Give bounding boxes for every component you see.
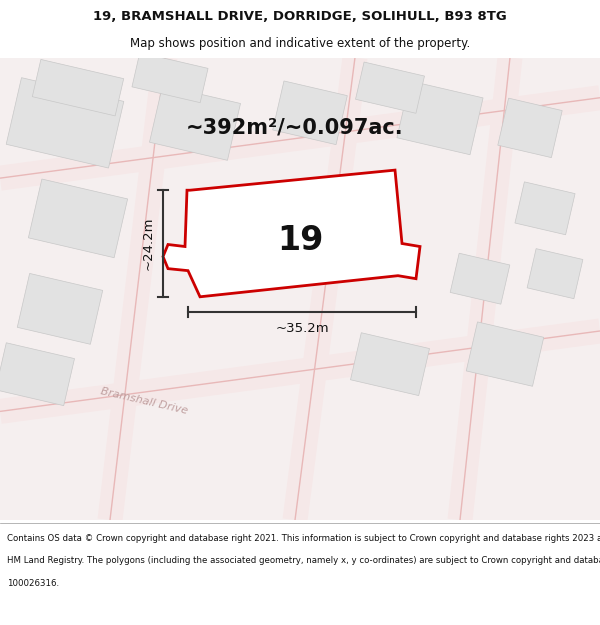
- Polygon shape: [149, 86, 241, 160]
- Text: 100026316.: 100026316.: [7, 579, 59, 587]
- Polygon shape: [163, 170, 420, 297]
- Polygon shape: [6, 78, 124, 168]
- Text: Contains OS data © Crown copyright and database right 2021. This information is : Contains OS data © Crown copyright and d…: [7, 534, 600, 542]
- Polygon shape: [466, 322, 544, 386]
- Polygon shape: [17, 273, 103, 344]
- Text: 19, BRAMSHALL DRIVE, DORRIDGE, SOLIHULL, B93 8TG: 19, BRAMSHALL DRIVE, DORRIDGE, SOLIHULL,…: [93, 9, 507, 22]
- Text: ~392m²/~0.097ac.: ~392m²/~0.097ac.: [186, 118, 404, 138]
- Text: Bramshall Drive: Bramshall Drive: [100, 386, 189, 416]
- Polygon shape: [515, 182, 575, 235]
- Text: HM Land Registry. The polygons (including the associated geometry, namely x, y c: HM Land Registry. The polygons (includin…: [7, 556, 600, 565]
- Polygon shape: [498, 98, 562, 158]
- Text: Map shows position and indicative extent of the property.: Map shows position and indicative extent…: [130, 37, 470, 49]
- Text: ~35.2m: ~35.2m: [275, 322, 329, 335]
- Polygon shape: [356, 62, 424, 113]
- Text: ~24.2m: ~24.2m: [142, 217, 155, 270]
- Polygon shape: [527, 249, 583, 299]
- Polygon shape: [0, 342, 74, 406]
- Polygon shape: [350, 332, 430, 396]
- Polygon shape: [450, 253, 510, 304]
- Polygon shape: [132, 52, 208, 102]
- Text: 19: 19: [277, 224, 323, 257]
- Polygon shape: [273, 81, 347, 144]
- Polygon shape: [397, 81, 483, 155]
- Polygon shape: [32, 59, 124, 116]
- Polygon shape: [28, 179, 128, 258]
